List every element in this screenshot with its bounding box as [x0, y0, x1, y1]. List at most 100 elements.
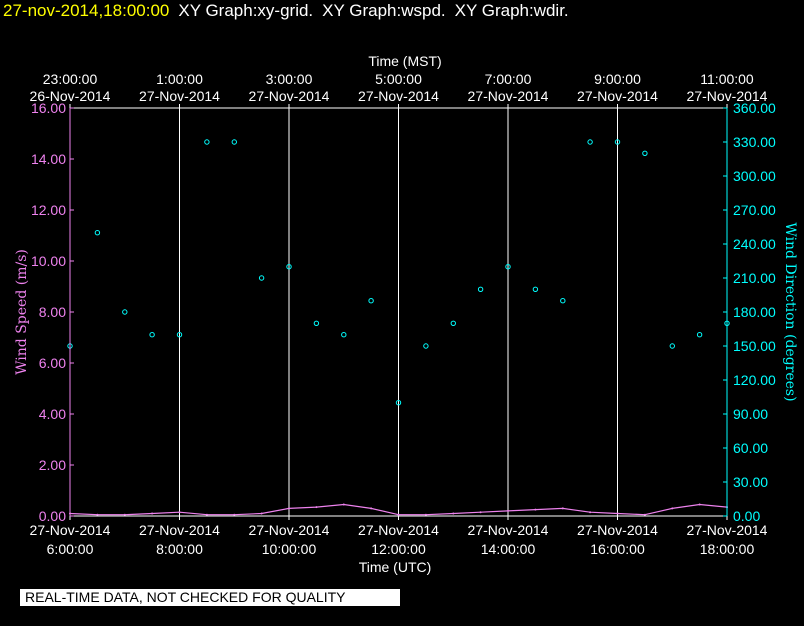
- header-title-wdir: XY Graph:wdir.: [454, 1, 569, 20]
- wind-speed-point: [452, 512, 455, 515]
- right-tick-label: 0.00: [733, 508, 760, 524]
- wind-speed-point: [342, 503, 345, 506]
- grid-lines: [179, 108, 618, 516]
- tick-labels: 23:00:0026-Nov-20141:00:0027-Nov-20143:0…: [30, 71, 777, 557]
- right-tick-label: 330.00: [733, 134, 776, 150]
- top-tick-time: 3:00:00: [266, 71, 313, 87]
- wind-direction-point: [313, 320, 320, 326]
- top-tick-time: 9:00:00: [594, 71, 641, 87]
- right-tick-label: 30.00: [733, 474, 768, 490]
- top-tick-time: 1:00:00: [156, 71, 203, 87]
- wind-speed-point: [288, 507, 290, 510]
- wind-speed-point: [698, 503, 701, 506]
- top-tick-time: 5:00:00: [375, 71, 422, 87]
- wind-direction-point: [149, 332, 155, 338]
- wind-speed-point: [507, 509, 509, 512]
- bottom-tick-date: 27-Nov-2014: [577, 522, 658, 538]
- left-tick-label: 6.00: [39, 355, 66, 371]
- wind-speed-point: [424, 513, 427, 516]
- wind-direction-point: [560, 298, 566, 304]
- wind-speed-point: [671, 507, 674, 510]
- wind-speed-point: [561, 507, 564, 510]
- wind-direction-point: [532, 286, 539, 292]
- right-tick-label: 210.00: [733, 270, 776, 286]
- bottom-tick-time: 16:00:00: [590, 541, 645, 557]
- top-tick-date: 27-Nov-2014: [687, 88, 768, 104]
- right-tick-label: 150.00: [733, 338, 776, 354]
- wind-speed-point: [534, 508, 537, 511]
- wind-speed-point: [616, 512, 619, 515]
- left-tick-label: 16.00: [31, 100, 66, 116]
- left-tick-label: 0.00: [39, 508, 66, 524]
- wind-speed-point: [123, 513, 126, 516]
- right-tick-label: 120.00: [733, 372, 776, 388]
- bottom-tick-date: 27-Nov-2014: [249, 522, 330, 538]
- left-tick-label: 8.00: [39, 304, 66, 320]
- wind-direction-point: [204, 139, 210, 145]
- header-title-grid: XY Graph:xy-grid.: [178, 1, 314, 20]
- bottom-tick-time: 6:00:00: [47, 541, 94, 557]
- top-tick-date: 26-Nov-2014: [30, 88, 111, 104]
- wind-direction-point: [122, 309, 128, 315]
- bottom-axis-title: Time (UTC): [359, 559, 432, 575]
- chart-header: 27-nov-2014,18:00:00 XY Graph:xy-grid. XY …: [3, 1, 569, 21]
- wind-speed-point: [96, 513, 99, 516]
- top-tick-time: 7:00:00: [485, 71, 532, 87]
- wind-direction-point: [587, 139, 593, 145]
- top-axis-title: Time (MST): [368, 53, 441, 69]
- header-title-wspd: XY Graph:wspd.: [322, 1, 446, 20]
- wind-speed-point: [260, 512, 263, 515]
- bottom-tick-time: 10:00:00: [262, 541, 317, 557]
- bottom-tick-date: 27-Nov-2014: [358, 522, 439, 538]
- right-tick-label: 240.00: [733, 236, 776, 252]
- wind-speed-point: [479, 511, 482, 514]
- axes: [69, 104, 728, 520]
- right-tick-label: 270.00: [733, 202, 776, 218]
- left-tick-label: 4.00: [39, 406, 66, 422]
- top-tick-date: 27-Nov-2014: [139, 88, 220, 104]
- wind-direction-point: [477, 286, 484, 292]
- top-tick-date: 27-Nov-2014: [249, 88, 330, 104]
- bottom-tick-time: 14:00:00: [481, 541, 536, 557]
- wind-direction-point: [176, 332, 183, 338]
- wind-speed-point: [315, 506, 318, 509]
- bottom-tick-date: 27-Nov-2014: [468, 522, 549, 538]
- wind-direction-point: [423, 343, 429, 349]
- wind-direction-point: [696, 332, 703, 338]
- wind-direction-point: [614, 139, 621, 145]
- wind-speed-point: [233, 513, 236, 516]
- wind-direction-point: [258, 275, 265, 281]
- right-tick-label: 180.00: [733, 304, 776, 320]
- wind-speed-point: [643, 513, 646, 516]
- right-tick-label: 360.00: [733, 100, 776, 116]
- bottom-tick-date: 27-Nov-2014: [139, 522, 220, 538]
- header-timestamp: 27-nov-2014,18:00:00: [3, 1, 170, 20]
- top-tick-date: 27-Nov-2014: [577, 88, 658, 104]
- wind-direction-point: [286, 264, 292, 270]
- bottom-tick-time: 12:00:00: [371, 541, 426, 557]
- wind-direction-point: [94, 230, 101, 236]
- right-tick-label: 90.00: [733, 406, 768, 422]
- bottom-tick-time: 8:00:00: [156, 541, 203, 557]
- quality-notice: REAL-TIME DATA, NOT CHECKED FOR QUALITY: [20, 589, 400, 606]
- wind-direction-point: [642, 150, 648, 157]
- wind-direction-point: [395, 400, 402, 406]
- wind-direction-point: [231, 139, 238, 145]
- bottom-tick-time: 18:00:00: [700, 541, 755, 557]
- left-tick-label: 14.00: [31, 151, 66, 167]
- top-tick-date: 27-Nov-2014: [358, 88, 439, 104]
- left-tick-label: 12.00: [31, 202, 66, 218]
- wind-speed-point: [205, 513, 208, 516]
- wind-direction-point: [450, 320, 456, 326]
- left-axis-title: Wind Speed (m/s): [14, 249, 30, 375]
- bottom-tick-date: 27-Nov-2014: [30, 522, 111, 538]
- wind-speed-point: [178, 511, 181, 514]
- top-tick-time: 23:00:00: [43, 71, 98, 87]
- left-tick-label: 10.00: [31, 253, 66, 269]
- wind-direction-point: [341, 332, 347, 338]
- wind-speed-point: [397, 513, 400, 516]
- right-tick-label: 300.00: [733, 168, 776, 184]
- left-tick-label: 2.00: [39, 457, 66, 473]
- wind-direction-point: [368, 298, 374, 304]
- right-tick-label: 60.00: [733, 440, 768, 456]
